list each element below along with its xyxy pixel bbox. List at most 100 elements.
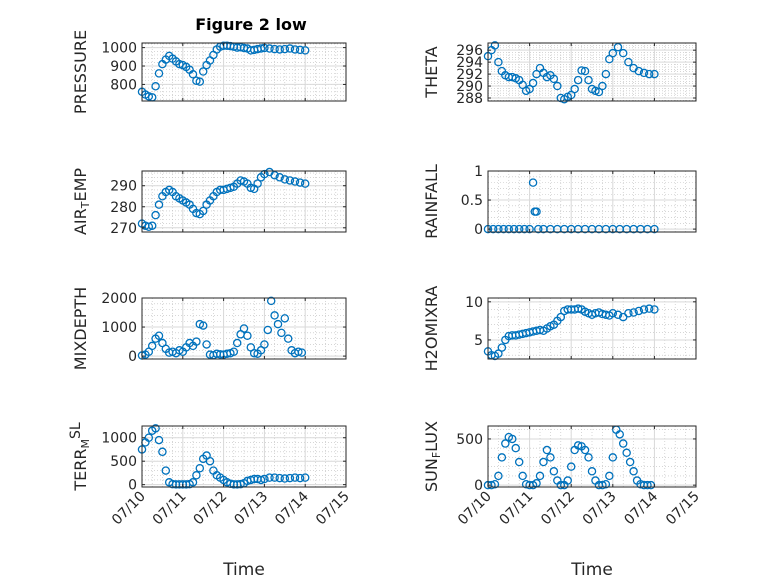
y-tick-label: 2000: [101, 291, 137, 307]
data-point: [265, 44, 274, 53]
data-point: [514, 457, 524, 467]
axes-box: [141, 42, 347, 102]
data-point: [300, 46, 310, 55]
data-point: [601, 69, 611, 79]
data-point: [598, 81, 607, 91]
data-point: [280, 175, 290, 184]
data-point: [275, 473, 284, 483]
y-tick-label: 1: [474, 164, 483, 180]
series-markers: [137, 424, 310, 489]
y-axis-label: TERRMSL: [68, 422, 93, 492]
series-markers: [483, 425, 656, 490]
y-axis-label-main: PRESSURE: [71, 30, 90, 114]
series-markers: [483, 304, 659, 361]
data-point: [151, 210, 160, 220]
data-point: [534, 224, 543, 234]
data-point: [161, 466, 171, 475]
data-point: [270, 473, 279, 482]
data-point: [263, 325, 273, 335]
data-point: [256, 475, 266, 485]
data-point: [239, 324, 249, 333]
data-point: [509, 224, 519, 234]
data-point: [613, 42, 623, 52]
y-tick-label: 0: [474, 222, 483, 238]
data-point: [577, 66, 586, 75]
data-point: [270, 311, 279, 320]
data-point: [587, 467, 597, 476]
data-point: [285, 473, 295, 483]
y-tick-label: 500: [456, 432, 483, 448]
data-point: [556, 480, 566, 490]
data-point: [198, 321, 208, 330]
data-point: [570, 84, 579, 94]
data-point: [528, 178, 538, 187]
y-axis-label-main: MIXDEPTH: [71, 287, 90, 370]
y-tick-label: 280: [110, 200, 137, 216]
data-point: [192, 471, 201, 480]
data-point: [232, 338, 242, 348]
subplot-7: 0 500 1000 07/10 07/11 07/12 07/13 07/14 07/15 Ti…: [68, 422, 353, 580]
data-point: [549, 467, 559, 476]
y-axis-label-subscript: F: [430, 452, 443, 458]
data-point: [283, 334, 293, 343]
data-point: [490, 479, 500, 489]
data-point: [290, 473, 300, 482]
y-axis-label: PRESSURE: [71, 30, 90, 114]
data-point: [270, 170, 279, 180]
data-point: [195, 463, 205, 473]
y-tick-label: 270: [110, 221, 137, 237]
data-point: [280, 474, 290, 483]
data-point: [518, 471, 527, 481]
data-point: [504, 224, 514, 234]
data-point: [613, 310, 623, 320]
y-axis-label: RAINFALL: [422, 164, 441, 239]
data-point: [634, 306, 644, 316]
y-axis-label: THETA: [422, 46, 441, 98]
y-tick-label: 290: [456, 79, 483, 95]
data-point: [290, 177, 300, 186]
data-point: [563, 476, 572, 485]
data-point: [499, 224, 508, 234]
y-axis-label-main: RAINFALL: [422, 164, 441, 239]
y-tick-label: 0: [128, 349, 137, 365]
x-axis-label: Time: [222, 560, 265, 580]
data-point: [546, 453, 555, 462]
subplot-3: 270 280 290 AIRTEMP: [71, 168, 347, 237]
data-point: [256, 44, 266, 53]
data-point: [539, 457, 548, 467]
data-point: [615, 430, 624, 439]
y-tick-label: 900: [110, 59, 137, 75]
data-point: [192, 76, 201, 85]
x-tick-label: 07/15: [663, 489, 703, 529]
data-point: [624, 308, 633, 318]
subplot-5: 0 1000 2000 MIXDEPTH: [71, 287, 347, 370]
x-tick-label: 07/11: [150, 489, 190, 529]
data-point: [300, 473, 310, 482]
data-point: [625, 457, 635, 467]
data-point: [300, 179, 310, 188]
data-point: [528, 78, 538, 88]
data-point: [497, 453, 507, 462]
y-axis-label-main: SUN: [422, 458, 441, 492]
data-point: [580, 66, 590, 76]
x-axis-label: Time: [570, 560, 613, 580]
data-point: [650, 224, 659, 234]
data-point: [634, 66, 644, 76]
data-point: [639, 305, 649, 314]
data-point: [295, 178, 305, 187]
x-tick-label: 07/14: [621, 488, 661, 528]
data-point: [275, 45, 284, 54]
data-point: [598, 480, 607, 490]
y-axis-label-main: AIR: [71, 208, 90, 235]
data-point: [280, 44, 290, 54]
data-point: [198, 67, 208, 76]
data-point: [556, 312, 566, 322]
x-tick-label: 07/11: [497, 489, 537, 529]
figure-title: Figure 2 low: [195, 15, 307, 34]
data-point: [280, 314, 290, 323]
x-tick-label: 07/10: [109, 489, 149, 529]
data-point: [553, 81, 562, 91]
data-point: [618, 48, 628, 58]
